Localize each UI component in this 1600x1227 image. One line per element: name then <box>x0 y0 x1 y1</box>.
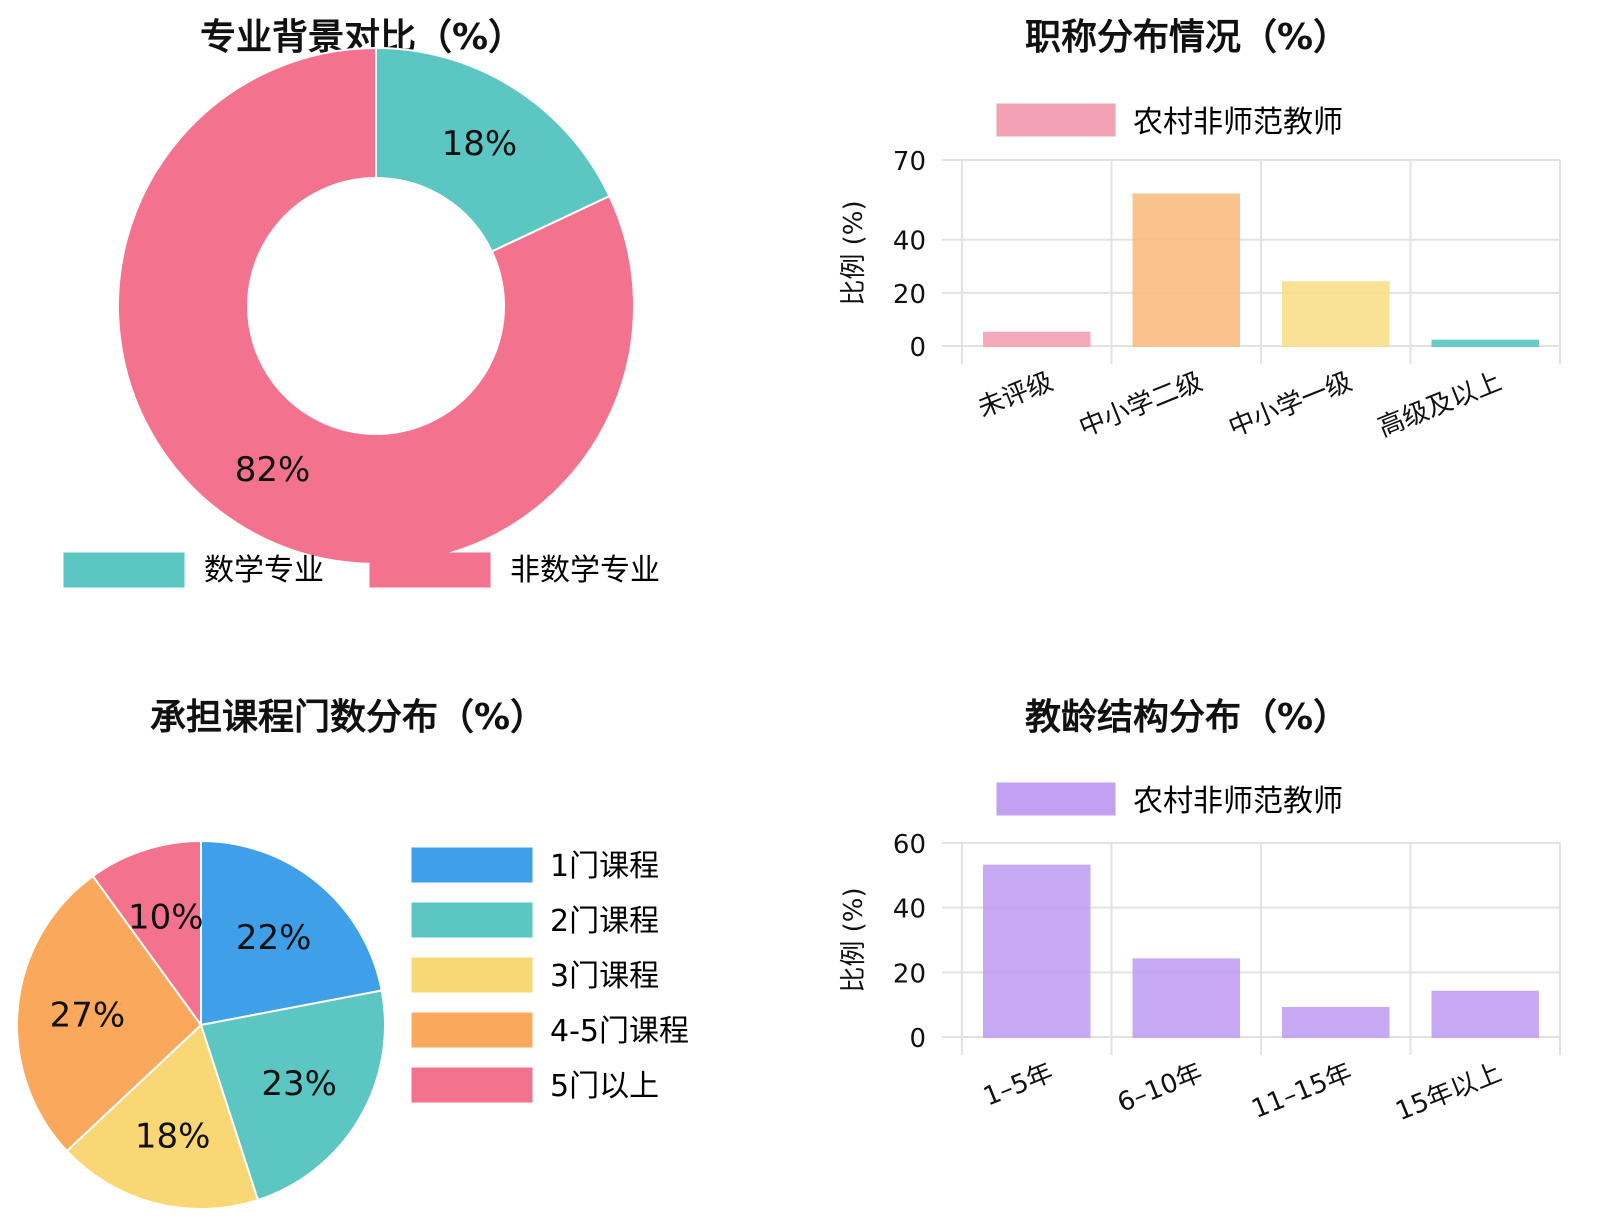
bar <box>983 864 1091 1039</box>
legend-swatch <box>996 103 1116 137</box>
legend-label: 2门课程 <box>550 904 659 939</box>
legend-swatch <box>411 847 533 883</box>
y-tick-label: 0 <box>909 1024 926 1054</box>
y-tick-label: 0 <box>909 333 926 363</box>
y-tick-label: 60 <box>893 830 926 860</box>
bar <box>1282 281 1390 348</box>
bar <box>1431 339 1539 347</box>
y-tick-label: 40 <box>893 227 926 257</box>
legend-label: 非数学专业 <box>510 553 660 588</box>
legend-swatch <box>369 552 491 588</box>
legend-label: 数学专业 <box>204 553 324 588</box>
pie-slice-label: 23% <box>261 1064 337 1104</box>
legend-swatch <box>411 1067 533 1103</box>
y-axis-label: 比例 (%) <box>839 200 869 305</box>
pie-slice <box>199 989 386 1202</box>
legend-label: 4-5门课程 <box>550 1014 689 1049</box>
legend-label: 5门以上 <box>550 1069 659 1104</box>
x-tick-label: 15年以上 <box>1392 1058 1506 1127</box>
y-tick-label: 70 <box>893 147 926 177</box>
legend-label: 1门课程 <box>550 849 659 884</box>
y-tick-label: 20 <box>893 280 926 310</box>
pie-slice <box>65 1023 260 1210</box>
x-tick-label: 11–15年 <box>1248 1058 1357 1125</box>
donut-chart: 18% 82% 数学专业 非数学专业 <box>63 46 660 588</box>
bar <box>983 331 1091 348</box>
title-bar-chart-title: 职称分布情况（%） <box>1025 17 1350 58</box>
pie-slice-label: 22% <box>236 918 312 958</box>
course-pie-chart: 22% 23% 18% 27% 10% 1门课程 2门课程 3门课程 4-5门课程 5门以上 <box>16 839 689 1210</box>
pie-slice <box>91 839 202 1029</box>
y-tick-label: 20 <box>893 959 926 989</box>
bar <box>1282 1006 1390 1039</box>
donut-slice <box>375 46 611 253</box>
donut-slice-label: 82% <box>235 450 311 490</box>
legend-swatch <box>411 957 533 993</box>
pie-slice <box>200 839 383 1027</box>
legend-swatch <box>411 1012 533 1048</box>
legend-label: 农村非师范教师 <box>1133 784 1343 819</box>
pie-slice <box>16 874 203 1153</box>
legend-swatch <box>996 782 1116 816</box>
y-axis-label: 比例 (%) <box>839 887 869 992</box>
legend-label: 农村非师范教师 <box>1133 105 1343 140</box>
years-bar-chart-title: 教龄结构分布（%） <box>1025 697 1350 738</box>
pie-slice-label: 10% <box>128 898 204 938</box>
x-tick-label: 6–10年 <box>1113 1058 1206 1119</box>
donut-slice <box>117 46 635 565</box>
pie-slice-label: 18% <box>135 1116 211 1156</box>
legend-label: 3门课程 <box>550 959 659 994</box>
bar <box>1431 990 1539 1039</box>
legend-swatch <box>63 552 185 588</box>
legend-swatch <box>411 902 533 938</box>
x-tick-label: 1–5年 <box>979 1058 1057 1113</box>
pie-chart-title: 承担课程门数分布（%） <box>150 697 547 738</box>
pie-slice-label: 27% <box>50 995 126 1035</box>
y-tick-label: 40 <box>893 895 926 925</box>
donut-slice-label: 18% <box>442 124 518 164</box>
bar <box>1132 958 1240 1039</box>
bar <box>1132 193 1240 347</box>
